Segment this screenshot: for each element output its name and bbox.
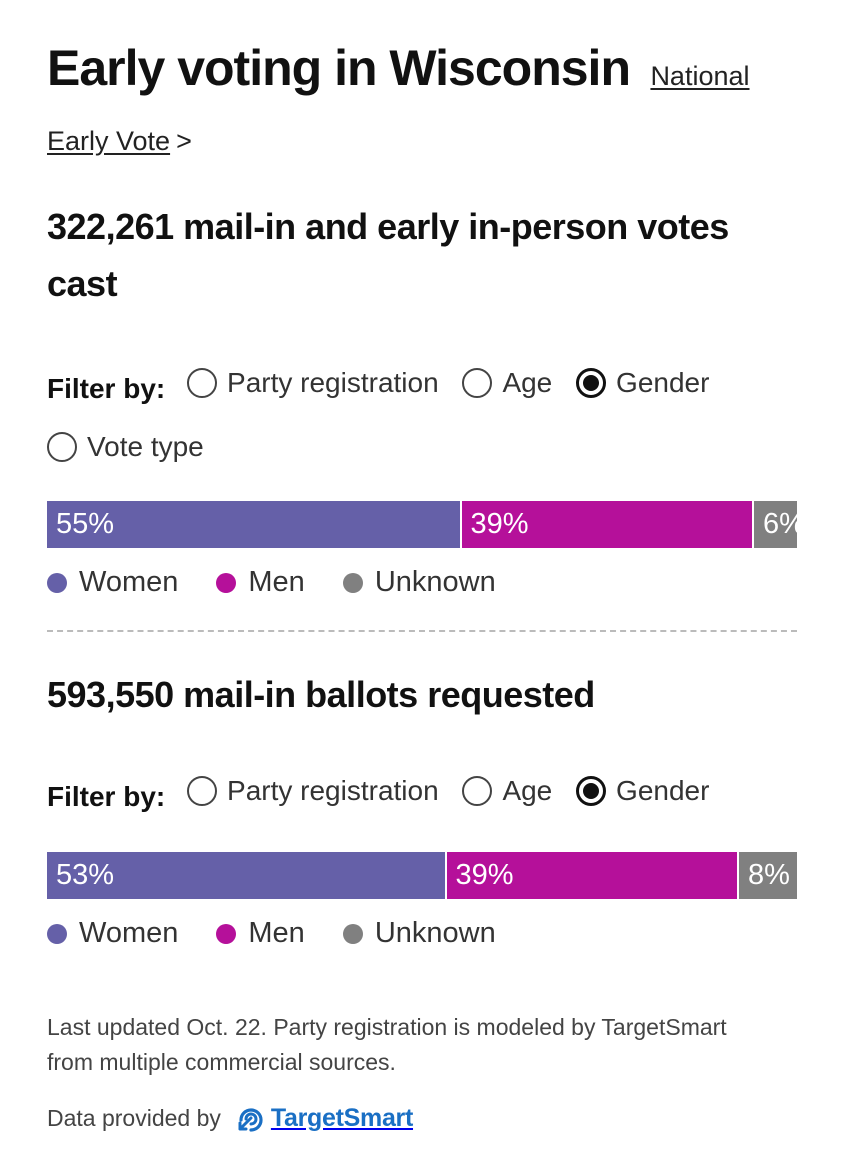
provided-by-label: Data provided by (47, 1104, 221, 1131)
targetsmart-logo[interactable]: TargetSmart (235, 1102, 413, 1134)
ballots-requested-count: 593,550 (47, 674, 174, 715)
legend-dot-icon (47, 572, 67, 593)
footnote: Last updated Oct. 22. Party registration… (47, 1014, 727, 1075)
filter-option-age[interactable]: Age (462, 762, 552, 820)
filter-option-gender[interactable]: Gender (576, 762, 709, 820)
legend-dot-icon (216, 923, 237, 944)
page-title: Early voting in Wisconsin (47, 40, 631, 96)
votes-cast-filter: Filter by: Party registration Age Gender… (47, 354, 797, 482)
legend-label: Unknown (374, 917, 496, 949)
bar-segment-women: 53% (47, 852, 445, 899)
targetsmart-logo-icon (238, 1108, 263, 1132)
bar-segment-men: 39% (459, 501, 752, 548)
national-early-vote-link-label: National Early Vote (47, 61, 750, 156)
filter-label: Filter by: (47, 373, 166, 404)
ballots-requested-legend: Women Men Unknown (47, 917, 534, 950)
ballots-requested-gender-bar: 53% 39% 8% (47, 852, 797, 899)
title-row: Early voting in Wisconsin National Early… (47, 38, 797, 176)
radio-unchecked-icon (187, 776, 218, 806)
bar-segment-men: 39% (444, 852, 737, 899)
filter-option-party-registration[interactable]: Party registration (187, 762, 439, 820)
votes-cast-legend: Women Men Unknown (47, 566, 534, 599)
legend-label: Women (79, 566, 179, 598)
votes-cast-gender-bar: 55%39%6% (47, 501, 797, 548)
section-divider (47, 630, 797, 632)
votes-cast-label: mail-in and early in-person votes cast (47, 206, 729, 304)
filter-option-label: Vote type (87, 431, 204, 462)
bar-segment-women: 55% (47, 501, 460, 548)
legend-dot-icon (216, 572, 237, 593)
legend-item-women: Women (47, 917, 178, 950)
chevron-right-icon: > (176, 126, 192, 156)
ballots-requested-heading: 593,550 mail-in ballots requested (47, 666, 767, 723)
filter-option-party-registration[interactable]: Party registration (187, 354, 439, 412)
legend-dot-icon (342, 572, 363, 593)
bar-segment-unknown: 8% (737, 852, 797, 899)
ballots-requested-filter: Filter by: Party registration Age Gender (47, 762, 797, 826)
filter-option-label: Age (502, 775, 553, 806)
radio-unchecked-icon (462, 368, 493, 398)
legend-item-men: Men (216, 917, 305, 950)
filter-option-label: Gender (616, 367, 710, 398)
filter-option-label: Age (502, 367, 553, 398)
legend-item-unknown: Unknown (342, 566, 496, 599)
legend-label: Unknown (374, 566, 496, 598)
radio-unchecked-icon (187, 368, 218, 398)
targetsmart-logo-text: TargetSmart (270, 1103, 414, 1132)
filter-option-gender[interactable]: Gender (576, 354, 709, 412)
legend-item-men: Men (216, 566, 305, 599)
filter-label: Filter by: (47, 781, 166, 812)
legend-label: Men (248, 566, 305, 598)
bar-segment-unknown: 6% (752, 501, 797, 548)
legend-item-women: Women (47, 566, 178, 599)
ballots-requested-label: mail-in ballots requested (183, 674, 595, 715)
filter-option-label: Gender (616, 775, 710, 806)
votes-cast-heading: 322,261 mail-in and early in-person vote… (47, 198, 767, 312)
data-provided-by: Data provided by TargetSmart (47, 1102, 413, 1134)
legend-label: Women (79, 917, 179, 949)
legend-label: Men (248, 917, 305, 949)
filter-option-vote-type[interactable]: Vote type (47, 418, 204, 476)
filter-option-label: Party registration (227, 367, 439, 398)
legend-dot-icon (47, 923, 67, 944)
legend-dot-icon (342, 923, 363, 944)
radio-checked-icon (576, 776, 607, 806)
filter-option-age[interactable]: Age (462, 354, 552, 412)
filter-option-label: Party registration (227, 775, 439, 806)
votes-cast-count: 322,261 (47, 206, 174, 247)
national-early-vote-link[interactable]: National Early Vote > (47, 61, 750, 156)
radio-unchecked-icon (47, 432, 77, 462)
radio-checked-icon (576, 368, 607, 398)
legend-item-unknown: Unknown (342, 917, 496, 950)
radio-unchecked-icon (462, 776, 493, 806)
